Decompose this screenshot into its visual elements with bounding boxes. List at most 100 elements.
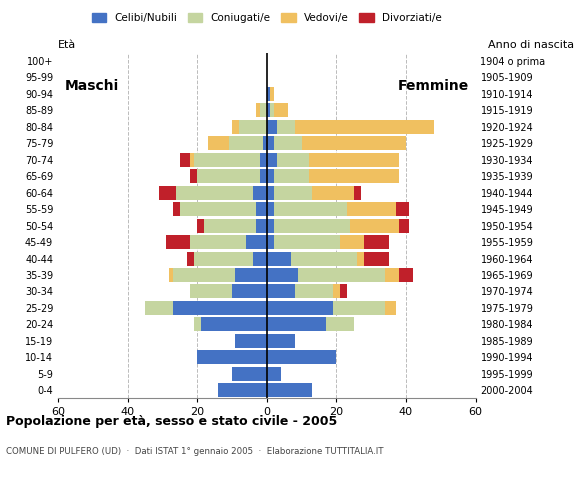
Bar xyxy=(340,235,364,249)
Bar xyxy=(180,153,190,167)
Bar xyxy=(229,136,263,150)
Bar xyxy=(267,350,336,364)
Bar xyxy=(326,317,354,331)
Bar xyxy=(218,383,267,397)
Text: Popolazione per età, sesso e stato civile - 2005: Popolazione per età, sesso e stato civil… xyxy=(6,415,337,428)
Bar xyxy=(159,186,176,200)
Legend: Celibi/Nubili, Coniugati/e, Vedovi/e, Divorziati/e: Celibi/Nubili, Coniugati/e, Vedovi/e, Di… xyxy=(89,10,445,26)
Bar xyxy=(385,268,399,282)
Bar xyxy=(396,202,409,216)
Bar xyxy=(201,317,267,331)
Bar xyxy=(263,136,267,150)
Bar xyxy=(256,218,267,233)
Bar xyxy=(274,186,312,200)
Bar xyxy=(274,136,302,150)
Bar xyxy=(274,202,347,216)
Bar xyxy=(399,268,413,282)
Bar xyxy=(190,235,246,249)
Bar xyxy=(364,252,389,265)
Bar xyxy=(197,218,204,233)
Bar xyxy=(267,103,270,118)
Bar xyxy=(187,252,194,265)
Bar xyxy=(354,186,361,200)
Text: Anno di nascita: Anno di nascita xyxy=(488,40,574,50)
Bar xyxy=(340,285,347,299)
Bar xyxy=(267,136,274,150)
Bar xyxy=(169,268,173,282)
Bar xyxy=(277,120,295,134)
Bar xyxy=(347,202,396,216)
Bar xyxy=(291,252,357,265)
Bar xyxy=(333,285,340,299)
Bar xyxy=(295,285,333,299)
Bar xyxy=(267,317,326,331)
Bar xyxy=(173,268,235,282)
Bar xyxy=(260,169,267,183)
Bar xyxy=(232,120,239,134)
Bar xyxy=(197,169,260,183)
Bar xyxy=(267,301,333,315)
Bar xyxy=(357,252,364,265)
Bar xyxy=(267,334,295,348)
Bar xyxy=(312,186,354,200)
Bar xyxy=(194,153,260,167)
Bar xyxy=(239,120,267,134)
Bar xyxy=(256,103,260,118)
Text: Età: Età xyxy=(58,39,76,49)
Bar xyxy=(176,186,253,200)
Bar xyxy=(145,301,173,315)
Bar xyxy=(232,367,267,381)
Bar xyxy=(260,103,267,118)
Bar xyxy=(253,186,267,200)
Bar xyxy=(267,87,270,101)
Bar xyxy=(274,235,340,249)
Bar xyxy=(295,120,434,134)
Bar xyxy=(190,153,194,167)
Bar xyxy=(253,252,267,265)
Bar xyxy=(267,169,274,183)
Bar xyxy=(208,136,229,150)
Bar xyxy=(166,235,190,249)
Bar xyxy=(350,218,399,233)
Bar xyxy=(309,169,399,183)
Bar xyxy=(274,169,309,183)
Bar xyxy=(309,153,399,167)
Bar xyxy=(197,350,267,364)
Bar xyxy=(190,285,232,299)
Bar xyxy=(204,218,256,233)
Bar xyxy=(274,218,350,233)
Text: Femmine: Femmine xyxy=(397,79,469,93)
Bar xyxy=(333,301,385,315)
Bar xyxy=(267,285,295,299)
Bar xyxy=(399,218,409,233)
Bar xyxy=(190,169,197,183)
Bar xyxy=(246,235,267,249)
Bar xyxy=(267,268,298,282)
Bar xyxy=(267,235,274,249)
Bar xyxy=(267,202,274,216)
Bar xyxy=(270,103,274,118)
Bar xyxy=(267,252,291,265)
Bar xyxy=(385,301,396,315)
Bar xyxy=(267,186,274,200)
Bar xyxy=(364,235,389,249)
Bar xyxy=(274,103,288,118)
Bar xyxy=(194,252,253,265)
Bar xyxy=(235,334,267,348)
Text: COMUNE DI PULFERO (UD)  ·  Dati ISTAT 1° gennaio 2005  ·  Elaborazione TUTTITALI: COMUNE DI PULFERO (UD) · Dati ISTAT 1° g… xyxy=(6,447,383,456)
Bar xyxy=(298,268,385,282)
Bar xyxy=(302,136,406,150)
Bar xyxy=(194,317,201,331)
Bar xyxy=(277,153,309,167)
Bar xyxy=(260,153,267,167)
Bar xyxy=(267,120,277,134)
Bar xyxy=(267,153,277,167)
Bar xyxy=(235,268,267,282)
Bar xyxy=(267,383,312,397)
Bar xyxy=(173,202,180,216)
Bar xyxy=(270,87,274,101)
Bar xyxy=(267,367,281,381)
Bar xyxy=(267,218,274,233)
Bar xyxy=(232,285,267,299)
Bar xyxy=(180,202,256,216)
